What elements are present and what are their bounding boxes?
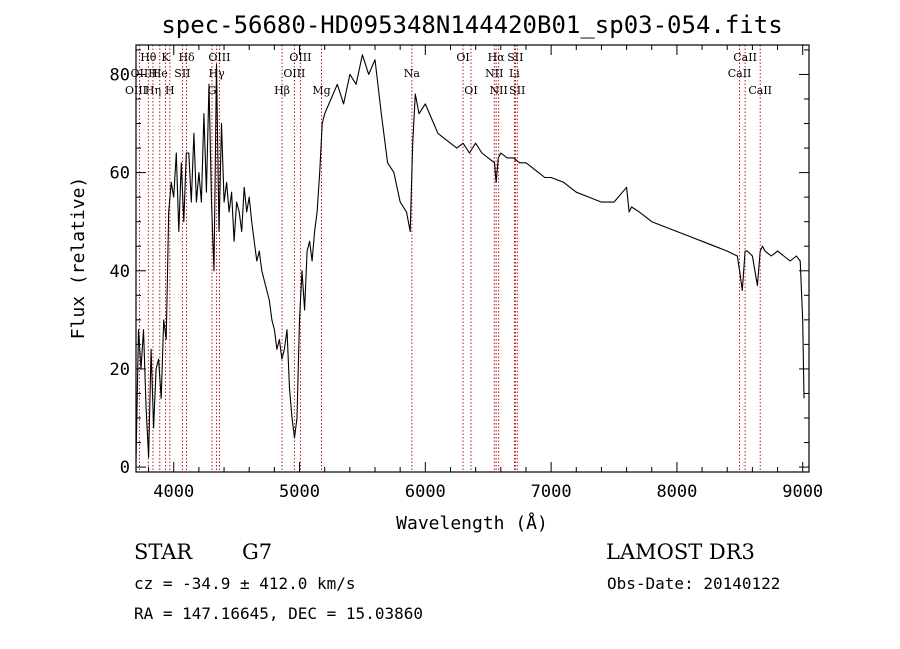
survey-name: LAMOST DR3 (606, 540, 755, 564)
x-tick-label: 5000 (279, 482, 320, 502)
x-tick-label: 9000 (782, 482, 823, 502)
y-tick-label: 60 (110, 164, 130, 184)
y-axis-ticks: 0 20 40 60 80 (110, 49, 809, 478)
line-marker-label: Hα (488, 51, 506, 64)
object-subclass: G7 (242, 540, 272, 564)
line-marker-label: NII (490, 84, 508, 97)
line-marker-label: G (208, 84, 217, 97)
line-marker-label: Hθ (140, 51, 157, 64)
plot-frame (135, 44, 810, 473)
line-marker-label: SII (507, 51, 523, 64)
line-marker-label: H (165, 84, 175, 97)
line-marker-label: OI (456, 51, 469, 64)
line-marker-label: CaII (728, 67, 752, 80)
spectrum-series-line (135, 54, 805, 463)
line-marker-label: CaII (733, 51, 757, 64)
x-tick-label: 8000 (656, 482, 697, 502)
x-axis-label: Wavelength (Å) (396, 512, 548, 534)
emission-line-markers (135, 45, 761, 472)
line-marker-label: Na (404, 67, 421, 80)
line-marker-label: Hδ (178, 51, 195, 64)
line-marker-label: SII (509, 84, 525, 97)
object-class: STAR (134, 540, 193, 564)
line-marker-label: CaII (748, 84, 772, 97)
line-marker-label: OIII (208, 51, 230, 64)
line-marker-label: OIII (283, 67, 305, 80)
line-marker-label: SII (174, 67, 190, 80)
chart-title: spec-56680-HD095348N144420B01_sp03-054.f… (161, 11, 782, 39)
line-marker-label: OIII (289, 51, 311, 64)
y-tick-label: 0 (120, 458, 130, 478)
line-marker-label: Mg (312, 84, 330, 97)
x-tick-label: 6000 (405, 482, 446, 502)
y-tick-label: 20 (110, 360, 130, 380)
x-tick-label: 7000 (531, 482, 572, 502)
y-axis-label: Flux (relative) (68, 177, 89, 340)
line-marker-label: K (161, 51, 170, 64)
x-tick-label: 4000 (153, 482, 194, 502)
observation-date: Obs-Date: 20140122 (607, 574, 780, 593)
x-axis-ticks: 4000 5000 6000 7000 8000 9000 (148, 45, 823, 502)
line-marker-label: He (152, 67, 168, 80)
y-tick-label: 40 (110, 262, 130, 282)
line-marker-label: NII (485, 67, 503, 80)
line-marker-label: Li (509, 67, 520, 80)
sky-coordinates: RA = 147.16645, DEC = 15.03860 (134, 604, 423, 623)
line-marker-label: OII (131, 67, 149, 80)
line-marker-label: Hη (145, 84, 161, 97)
line-marker-label: OI (464, 84, 477, 97)
line-marker-label: Hβ (274, 84, 290, 97)
line-marker-label: H (148, 67, 158, 80)
redshift-velocity: cz = -34.9 ± 412.0 km/s (134, 574, 356, 593)
y-tick-label: 80 (110, 65, 130, 85)
